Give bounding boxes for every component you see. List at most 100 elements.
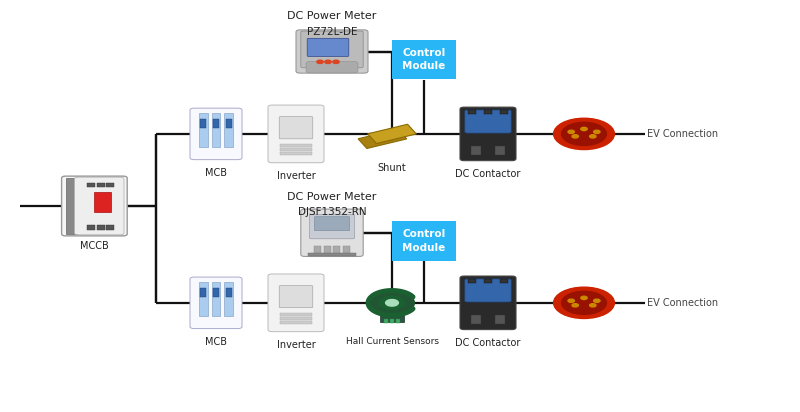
Circle shape [386, 300, 398, 306]
Text: Control
Module: Control Module [402, 229, 446, 253]
Circle shape [568, 130, 574, 133]
Circle shape [572, 135, 578, 138]
FancyBboxPatch shape [296, 30, 368, 73]
Text: MCCB: MCCB [80, 241, 109, 251]
FancyBboxPatch shape [307, 38, 349, 56]
Polygon shape [358, 129, 406, 148]
Bar [390, 319, 394, 323]
FancyBboxPatch shape [62, 176, 127, 236]
Bar [199, 113, 208, 147]
Bar [308, 253, 356, 256]
Bar [226, 119, 232, 128]
Bar [471, 315, 481, 324]
Bar [226, 288, 232, 297]
Bar [106, 183, 114, 187]
FancyBboxPatch shape [190, 108, 242, 159]
Text: EV Connection: EV Connection [647, 298, 718, 308]
Text: DC Power Meter: DC Power Meter [287, 11, 377, 21]
Circle shape [590, 135, 596, 138]
Text: DJSF1352-RN: DJSF1352-RN [298, 207, 366, 217]
Bar [323, 246, 331, 254]
Bar [280, 317, 312, 320]
Bar [495, 146, 505, 155]
FancyBboxPatch shape [74, 177, 124, 235]
Bar [397, 319, 400, 323]
FancyBboxPatch shape [460, 276, 516, 330]
Bar [213, 288, 219, 297]
Bar [471, 146, 481, 155]
Bar [468, 110, 476, 114]
Circle shape [572, 304, 578, 307]
Bar [66, 178, 78, 234]
Circle shape [333, 60, 339, 63]
Circle shape [370, 291, 414, 314]
Text: Hall Current Sensors: Hall Current Sensors [346, 337, 438, 346]
Circle shape [594, 299, 600, 302]
Bar [333, 246, 341, 254]
FancyBboxPatch shape [314, 217, 350, 231]
FancyBboxPatch shape [310, 214, 354, 239]
Text: DC Power Meter: DC Power Meter [287, 192, 377, 202]
Bar [392, 222, 456, 261]
Circle shape [581, 296, 587, 300]
Text: Inverter: Inverter [277, 340, 315, 350]
Circle shape [325, 60, 331, 63]
Circle shape [554, 287, 614, 318]
Bar [211, 282, 221, 316]
Text: MCB: MCB [205, 168, 227, 178]
Bar [484, 279, 492, 283]
Bar [500, 279, 508, 283]
Bar [224, 282, 234, 316]
Polygon shape [368, 124, 416, 143]
Text: MCB: MCB [205, 337, 227, 346]
Bar [200, 119, 206, 128]
FancyBboxPatch shape [465, 279, 511, 302]
Bar [280, 144, 312, 147]
Bar [87, 225, 95, 230]
Bar [280, 152, 312, 155]
Circle shape [562, 122, 606, 145]
Text: DC Contactor: DC Contactor [455, 338, 521, 348]
FancyBboxPatch shape [301, 209, 363, 256]
FancyBboxPatch shape [268, 274, 324, 332]
Bar [87, 183, 95, 187]
Bar [314, 246, 321, 254]
Circle shape [594, 130, 600, 133]
Bar [280, 321, 312, 324]
Text: Inverter: Inverter [277, 171, 315, 181]
FancyBboxPatch shape [190, 277, 242, 329]
FancyBboxPatch shape [268, 105, 324, 163]
FancyBboxPatch shape [279, 117, 313, 139]
FancyBboxPatch shape [306, 61, 358, 73]
Bar [495, 315, 505, 324]
FancyBboxPatch shape [279, 286, 313, 308]
Circle shape [317, 60, 323, 63]
Bar [392, 40, 456, 80]
Bar [97, 183, 105, 187]
Bar [484, 110, 492, 114]
Circle shape [590, 304, 596, 307]
Circle shape [581, 127, 587, 131]
Bar [280, 148, 312, 151]
Bar [384, 319, 387, 323]
Bar [97, 225, 105, 230]
Circle shape [562, 291, 606, 314]
Bar [343, 246, 350, 254]
Text: Control
Module: Control Module [402, 48, 446, 71]
Bar [200, 288, 206, 297]
Bar [213, 119, 219, 128]
Bar [94, 192, 111, 212]
Bar [211, 113, 221, 147]
Bar [280, 313, 312, 316]
Circle shape [554, 118, 614, 150]
Text: PZ72L-DE: PZ72L-DE [306, 27, 358, 37]
Bar [199, 282, 208, 316]
FancyBboxPatch shape [301, 31, 363, 68]
Bar [106, 225, 114, 230]
Text: DC Contactor: DC Contactor [455, 169, 521, 179]
FancyBboxPatch shape [460, 107, 516, 161]
FancyBboxPatch shape [465, 110, 511, 133]
Bar [224, 113, 234, 147]
Bar [468, 279, 476, 283]
Bar [380, 315, 404, 322]
